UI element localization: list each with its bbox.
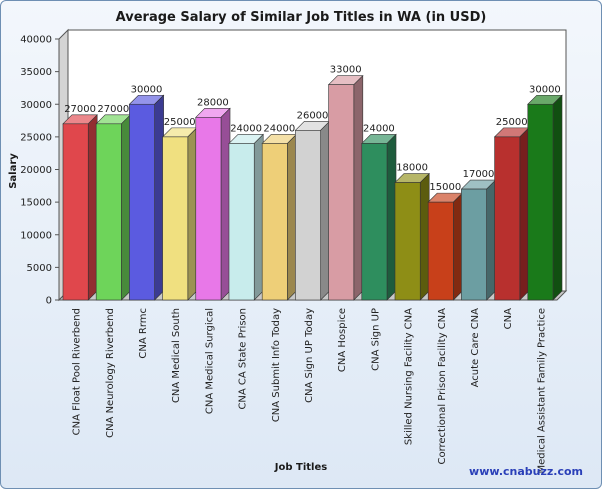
- x-tick-label: CNA Medical Surgical: [204, 308, 215, 414]
- y-tick-label: 5000: [27, 263, 52, 274]
- x-tick-label: Skilled Nursing Facility CNA: [404, 308, 415, 445]
- data-label: 30000: [131, 84, 163, 95]
- data-label: 25000: [164, 117, 196, 128]
- bar: [195, 117, 222, 301]
- bar: [162, 136, 189, 301]
- y-tick-label: 15000: [20, 198, 52, 209]
- bar: [129, 103, 155, 301]
- bar: [361, 143, 388, 301]
- data-label: 26000: [297, 110, 329, 121]
- bar-side: [353, 74, 364, 301]
- x-tick-label: Acute Care CNA: [470, 308, 481, 388]
- bar: [261, 143, 288, 301]
- bar-side: [519, 127, 530, 301]
- x-tick-label: CNA Medical South: [171, 308, 182, 403]
- bar-side: [419, 172, 430, 301]
- bar-side: [320, 120, 330, 301]
- x-tick-label: Correctional Prison Facility CNA: [437, 308, 448, 465]
- data-label: 27000: [97, 104, 129, 115]
- bar: [295, 130, 321, 301]
- bar-side: [552, 94, 563, 301]
- data-label: 24000: [263, 123, 295, 134]
- bar: [95, 123, 122, 301]
- data-label: 24000: [230, 123, 262, 134]
- bar: [494, 136, 521, 301]
- data-label: 17000: [463, 169, 495, 180]
- x-tick-label: CNA Sign UP Today: [304, 308, 315, 403]
- data-label: 24000: [363, 123, 395, 134]
- x-tick-label: CNA Sign UP: [370, 308, 381, 371]
- plot-area: 0 5000 10000 15000 20000 25000 30000 35000 40000…: [20, 28, 568, 474]
- data-label: 27000: [64, 104, 96, 115]
- y-tick-label: 30000: [20, 100, 52, 111]
- data-label: 33000: [330, 65, 362, 76]
- bar-side: [453, 192, 463, 301]
- bar: [394, 182, 421, 301]
- y-tick-label: 0: [46, 296, 52, 307]
- bar-side: [253, 133, 264, 301]
- x-tick-label: CNA Float Pool Riverbend: [72, 308, 83, 435]
- y-tick-label: 10000: [20, 230, 52, 241]
- bar-side: [187, 127, 198, 301]
- y-tick-label: 40000: [20, 35, 52, 46]
- data-label: 28000: [197, 97, 229, 108]
- bar-side: [287, 133, 297, 301]
- bar: [527, 103, 554, 301]
- bar: [427, 201, 454, 301]
- x-tick-label: CNA Neurology Riverbend: [105, 308, 116, 438]
- data-label: 15000: [429, 182, 461, 193]
- y-tick-label: 35000: [20, 67, 52, 78]
- x-tick-label: CNA: [503, 308, 514, 329]
- bar-side: [486, 179, 496, 301]
- chart-title: Average Salary of Similar Job Titles in …: [116, 10, 487, 25]
- x-tick-label: CNA CA State Prison: [238, 308, 249, 410]
- data-label: 30000: [529, 84, 561, 95]
- x-tick-label: Medical Assistant Family Practice: [536, 308, 547, 474]
- x-tick-label: CNA Rrmc: [138, 308, 149, 359]
- bar: [228, 143, 255, 301]
- website-link[interactable]: www.cnabuzz.com: [469, 465, 583, 478]
- x-tick-label: CNA Submit Info Today: [271, 308, 282, 422]
- y-tick-label: 20000: [20, 165, 52, 176]
- y-tick-label: 25000: [20, 132, 52, 143]
- bar-side: [386, 133, 397, 301]
- data-label: 18000: [396, 163, 428, 174]
- bar-side: [154, 94, 164, 301]
- bar: [461, 188, 487, 301]
- data-label: 25000: [496, 117, 528, 128]
- x-axis-label: Job Titles: [274, 462, 327, 473]
- bar: [62, 123, 89, 301]
- x-tick-label: CNA Hospice: [337, 308, 348, 372]
- bar-side: [220, 107, 231, 301]
- bar: [328, 84, 355, 301]
- bar-side: [121, 114, 131, 301]
- bar-side: [87, 114, 98, 301]
- y-axis-label: Salary: [8, 153, 19, 189]
